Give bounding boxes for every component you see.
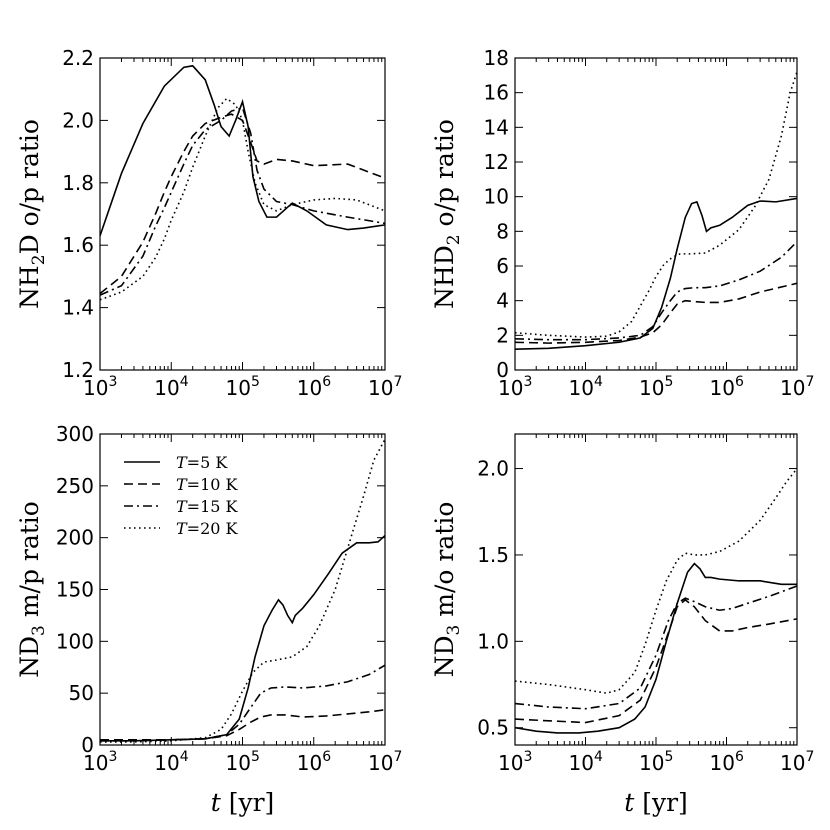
series-dashdot xyxy=(100,664,385,742)
y-tick-label: 100 xyxy=(56,629,94,653)
y-tick-label: 18 xyxy=(484,46,509,70)
y-tick-label: 2.0 xyxy=(477,457,509,481)
y-axis-label: ND3 m/p ratio xyxy=(15,501,49,678)
legend-label: T=5 K xyxy=(176,453,228,472)
x-tick-label: 107 xyxy=(368,749,402,775)
y-tick-label: 12 xyxy=(484,150,509,174)
legend-label: T=10 K xyxy=(176,475,239,494)
y-tick-label: 50 xyxy=(69,681,94,705)
y-tick-label: 150 xyxy=(56,578,94,602)
y-tick-label: 0 xyxy=(496,358,509,382)
x-tick-label: 107 xyxy=(780,749,814,775)
y-tick-label: 2.0 xyxy=(62,108,94,132)
x-tick-label: 107 xyxy=(780,374,814,400)
y-tick-label: 2 xyxy=(496,323,509,347)
x-tick-label: 104 xyxy=(569,374,603,400)
axis-frame xyxy=(514,433,798,746)
y-tick-label: 6 xyxy=(496,254,509,278)
y-tick-label: 0.5 xyxy=(477,716,509,740)
y-tick-label: 1.8 xyxy=(62,171,94,195)
series-dashed xyxy=(100,113,385,295)
legend-label: T=15 K xyxy=(176,497,239,516)
y-tick-label: 1.2 xyxy=(62,358,94,382)
series-dotted xyxy=(515,71,797,338)
x-tick-label: 107 xyxy=(368,374,402,400)
y-tick-label: 16 xyxy=(484,81,509,105)
series-dashdot xyxy=(515,585,797,710)
x-tick-label: 103 xyxy=(498,374,532,400)
y-tick-label: 300 xyxy=(56,422,94,446)
series-dashed xyxy=(515,282,797,344)
series-solid xyxy=(100,534,385,742)
x-tick-label: 105 xyxy=(226,749,260,775)
y-tick-label: 1.5 xyxy=(477,543,509,567)
x-tick-label: 106 xyxy=(710,374,744,400)
y-tick-label: 250 xyxy=(56,474,94,498)
x-tick-label: 104 xyxy=(154,374,188,400)
x-tick-label: 105 xyxy=(639,749,673,775)
panel-p3: 103 104 105 106 107 0 50 100 150 200 250 300 ND3 m/p… xyxy=(15,422,402,817)
x-tick-label: 104 xyxy=(569,749,603,775)
x-axis-label: t [yr] xyxy=(624,788,688,817)
y-tick-label: 8 xyxy=(496,219,509,243)
y-tick-label: 2.2 xyxy=(62,46,94,70)
series-dashdot xyxy=(100,106,385,296)
x-axis-label: t [yr] xyxy=(211,788,275,817)
y-axis-label: NHD2 o/p ratio xyxy=(430,119,464,309)
series-solid xyxy=(100,64,385,237)
series-dashed xyxy=(515,598,797,724)
series-solid xyxy=(515,197,797,350)
y-axis-label: NH2D o/p ratio xyxy=(15,119,49,309)
x-tick-label: 103 xyxy=(498,749,532,775)
y-tick-label: 0 xyxy=(81,733,94,757)
x-tick-label: 106 xyxy=(297,374,331,400)
x-tick-label: 105 xyxy=(226,374,260,400)
x-tick-label: 106 xyxy=(297,749,331,775)
panel-p2: 103 104 105 106 107 0 2 4 6 8 10 12 14 16 18 NHD2 o/p r… xyxy=(430,46,814,400)
x-tick-label: 103 xyxy=(83,749,117,775)
panel-p1: 103 104 105 106 107 1.2 1.4 1.6 1.8 2.0 2.2 NH2D o/… xyxy=(15,46,402,400)
y-tick-label: 200 xyxy=(56,526,94,550)
x-tick-label: 103 xyxy=(83,374,117,400)
series-dashdot xyxy=(515,241,797,341)
x-tick-label: 105 xyxy=(639,374,673,400)
legend: T=5 K T=10 K T=15 K T=20 K xyxy=(124,453,239,538)
axis-frame xyxy=(514,57,798,371)
y-tick-label: 4 xyxy=(496,289,509,313)
panel-p4: 103 104 105 106 107 0.5 1.0 1.5 2.0 ND3 m/o ratio… xyxy=(430,433,814,817)
y-tick-label: 1.0 xyxy=(477,629,509,653)
x-tick-label: 106 xyxy=(710,749,744,775)
y-tick-label: 1.4 xyxy=(62,296,94,320)
y-tick-label: 14 xyxy=(484,115,509,139)
y-tick-label: 10 xyxy=(484,185,509,209)
legend-label: T=20 K xyxy=(176,519,239,538)
series-dotted xyxy=(515,468,797,694)
series-dotted xyxy=(100,97,385,301)
axis-frame xyxy=(99,433,386,746)
y-axis-label: ND3 m/o ratio xyxy=(430,502,464,678)
y-tick-label: 1.6 xyxy=(62,233,94,257)
x-tick-label: 104 xyxy=(154,749,188,775)
series-dotted xyxy=(100,438,385,743)
series-dashed xyxy=(100,708,385,741)
